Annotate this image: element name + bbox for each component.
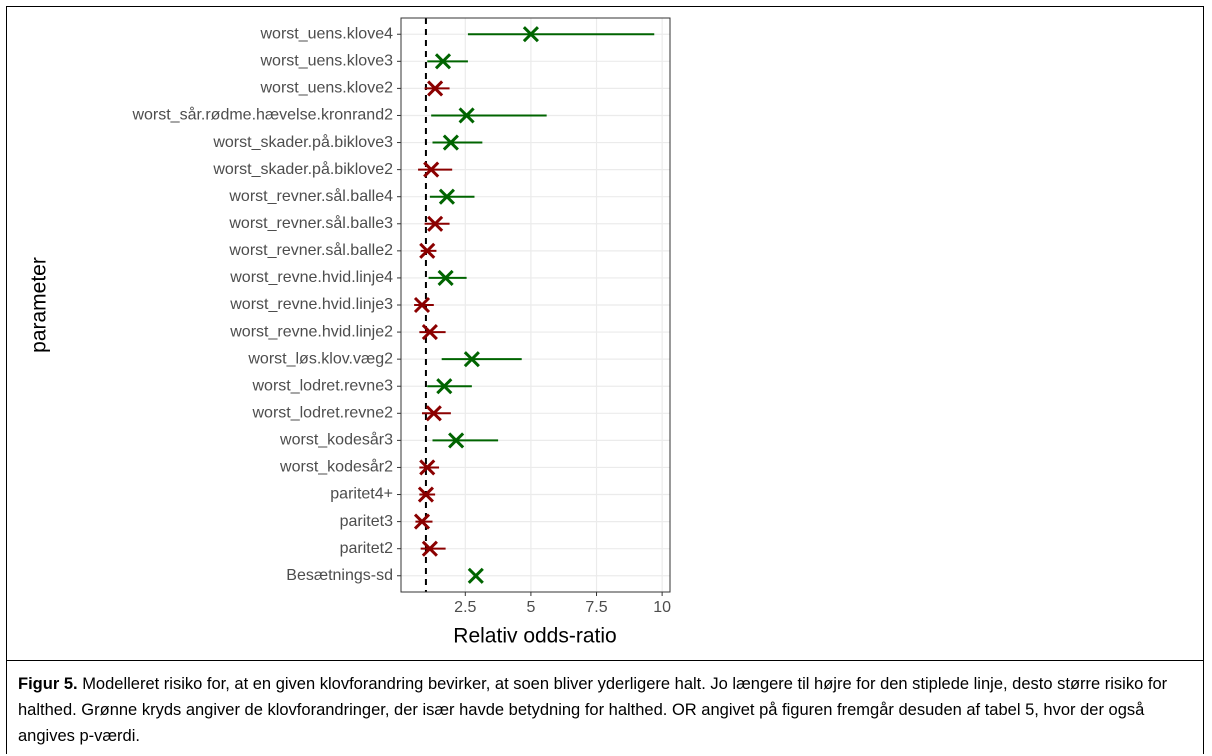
y-tick-label: worst_lodret.revne3 [251,377,393,394]
point-marker [458,107,475,124]
chart: parameter Relativ odds-ratio 2.5 5 7.5 10 wo… [28,17,671,648]
point-marker [427,80,444,97]
y-tick-label: Besætnings-sd [286,567,393,584]
y-tick-label: paritet2 [340,540,393,557]
y-tick-label: worst_revne.hvid.linje3 [229,296,393,313]
point-marker [423,161,440,178]
point-marker [467,567,484,584]
y-tick-label: worst_revner.sål.balle2 [228,241,393,259]
x-tick-label: 10 [653,599,671,616]
y-tick-label: worst_uens.klove4 [259,25,393,42]
y-tick-label: paritet4+ [330,486,393,503]
point-marker [463,351,480,368]
point-marker [421,540,438,557]
point-marker [425,405,442,422]
y-tick-label: worst_skader.på.biklove3 [212,133,393,151]
y-tick-label: worst_revner.sål.balle3 [228,214,393,232]
y-tick-label: worst_revne.hvid.linje4 [229,269,393,286]
y-tick-label: worst_uens.klove3 [259,53,393,70]
point-marker [419,459,436,476]
point-marker [437,269,454,286]
point-marker [417,486,434,503]
point-marker [419,242,436,259]
y-tick-label: worst_revner.sål.balle4 [228,187,393,205]
x-tick-label: 7.5 [585,599,607,616]
point-marker [448,432,465,449]
y-tick-label: worst_kodesår3 [279,431,393,449]
point-marker [434,53,452,70]
caption-text: Modelleret risiko for, at en given klovf… [18,675,1168,745]
point-marker [442,134,459,151]
caption-label: Figur 5. [18,675,78,693]
y-tick-label: worst_lodret.revne2 [251,405,393,422]
y-tick-label: worst_løs.klov.væg2 [247,350,393,367]
caption: Figur 5. Modelleret risiko for, at en gi… [6,660,1204,756]
x-axis-title: Relativ odds-ratio [453,625,616,648]
y-tick-label: worst_revne.hvid.linje2 [229,323,393,340]
y-tick-label: worst_kodesår2 [279,458,393,476]
point-marker [438,188,455,205]
x-tick-label: 2.5 [454,599,476,616]
x-tick-label: 5 [526,599,535,616]
figure-frame [6,6,1204,754]
y-tick-label: worst_sår.rødme.hævelse.kronrand2 [131,106,393,124]
point-marker [413,296,431,314]
y-tick-label: worst_skader.på.biklove2 [212,160,393,178]
point-marker [436,378,453,395]
point-marker [421,324,438,341]
y-tick-label: paritet3 [340,513,393,530]
y-tick-label: worst_uens.klove2 [259,80,393,97]
plot-panel-border [400,17,671,593]
point-marker [427,215,444,232]
y-axis-title: parameter [28,257,51,353]
point-marker [522,26,539,43]
point-marker [413,513,431,530]
